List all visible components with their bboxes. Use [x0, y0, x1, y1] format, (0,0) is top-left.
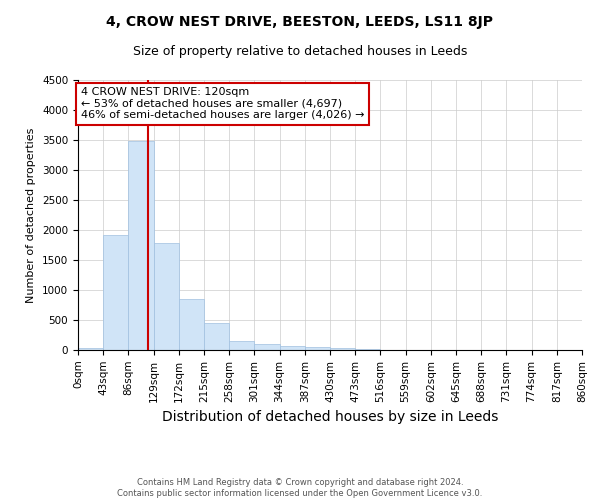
- Text: Size of property relative to detached houses in Leeds: Size of property relative to detached ho…: [133, 45, 467, 58]
- Bar: [229, 340, 254, 350]
- Bar: [179, 298, 204, 350]
- Bar: [128, 141, 154, 350]
- Bar: [280, 346, 305, 350]
- Bar: [154, 243, 179, 350]
- Bar: [305, 348, 330, 350]
- Y-axis label: Number of detached properties: Number of detached properties: [26, 128, 37, 302]
- Text: 4 CROW NEST DRIVE: 120sqm
← 53% of detached houses are smaller (4,697)
46% of se: 4 CROW NEST DRIVE: 120sqm ← 53% of detac…: [81, 87, 364, 120]
- Bar: [204, 322, 229, 350]
- Bar: [355, 348, 380, 350]
- Bar: [330, 348, 355, 350]
- Bar: [78, 348, 103, 350]
- X-axis label: Distribution of detached houses by size in Leeds: Distribution of detached houses by size …: [162, 410, 498, 424]
- Text: Contains HM Land Registry data © Crown copyright and database right 2024.
Contai: Contains HM Land Registry data © Crown c…: [118, 478, 482, 498]
- Bar: [103, 235, 128, 350]
- Bar: [254, 344, 280, 350]
- Text: 4, CROW NEST DRIVE, BEESTON, LEEDS, LS11 8JP: 4, CROW NEST DRIVE, BEESTON, LEEDS, LS11…: [107, 15, 493, 29]
